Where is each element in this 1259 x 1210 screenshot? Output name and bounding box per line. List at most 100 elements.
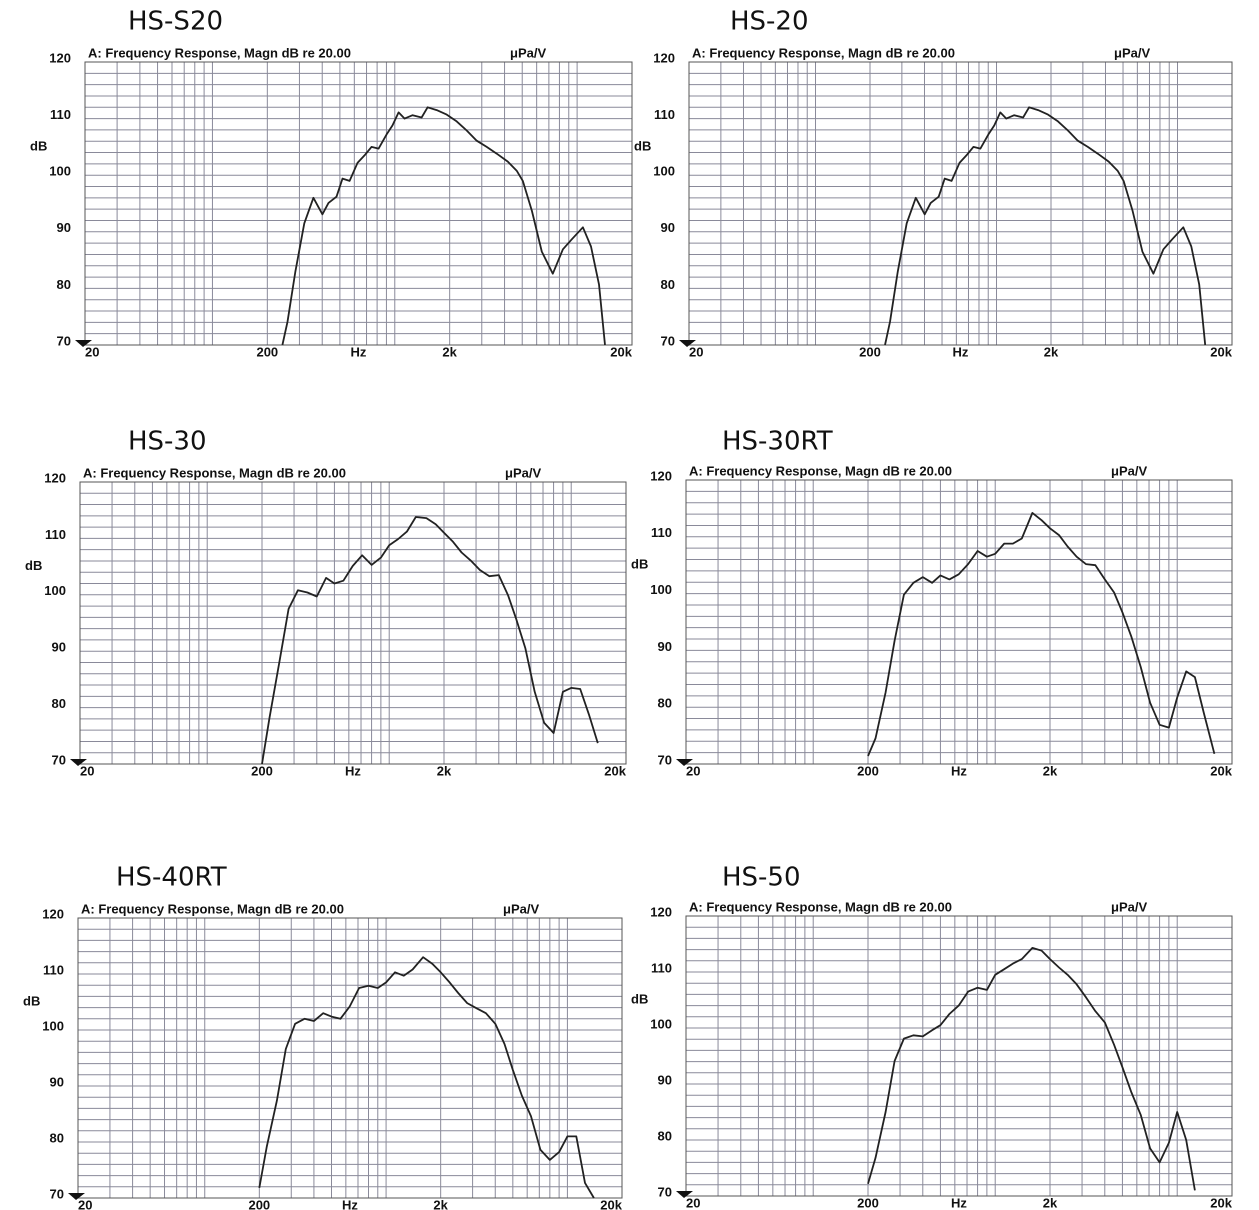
y-tick-label: 70: [658, 752, 672, 767]
y-axis-label: dB: [30, 138, 47, 153]
x-tick-label: 20k: [1210, 1195, 1232, 1210]
y-tick-label: 90: [52, 640, 66, 655]
y-tick-label: 110: [654, 107, 675, 122]
chart-title: HS-30: [128, 427, 207, 457]
y-tick-label: 100: [49, 164, 71, 179]
x-tick-label: 20: [686, 763, 700, 778]
y-tick-label: 80: [50, 1130, 64, 1145]
x-tick-label: 200: [857, 1195, 879, 1210]
x-axis-label: Hz: [951, 1195, 967, 1210]
y-tick-label: 110: [43, 962, 64, 977]
x-tick-label: 2k: [433, 1197, 448, 1210]
response-curve: [867, 512, 1216, 757]
x-tick-label: 20k: [1210, 763, 1232, 778]
y-tick-label: 70: [57, 333, 71, 348]
y-tick-label: 120: [650, 468, 672, 483]
response-curve: [867, 947, 1196, 1191]
plot-frame: [685, 915, 1233, 1197]
response-curve: [281, 106, 606, 346]
x-tick-label: 20: [85, 344, 99, 359]
unit-label: μPa/V: [510, 45, 546, 60]
y-tick-label: 120: [42, 906, 64, 921]
plot-frame: [688, 61, 1233, 346]
x-tick-label: 2k: [1043, 1195, 1058, 1210]
y-tick-label: 70: [52, 752, 66, 767]
y-tick-label: 110: [45, 527, 66, 542]
x-tick-label: 20: [78, 1197, 92, 1210]
y-tick-label: 90: [661, 220, 675, 235]
y-axis-label: dB: [631, 557, 648, 572]
y-tick-label: 70: [661, 333, 675, 348]
y-tick-label: 70: [658, 1184, 672, 1199]
axis-marker: [68, 1193, 85, 1200]
x-tick-label: 20k: [1210, 344, 1232, 359]
chart-title: HS-40RT: [116, 863, 227, 893]
response-curve: [884, 106, 1207, 346]
x-tick-label: 200: [857, 763, 879, 778]
x-tick-label: 20k: [604, 763, 626, 778]
y-tick-label: 120: [650, 904, 672, 919]
x-tick-label: 20: [686, 1195, 700, 1210]
x-tick-label: 200: [251, 763, 273, 778]
y-axis-label: dB: [23, 993, 40, 1008]
y-tick-label: 100: [44, 583, 66, 598]
y-tick-label: 80: [52, 696, 66, 711]
axis-marker: [70, 759, 87, 766]
chart-header: A: Frequency Response, Magn dB re 20.00: [83, 465, 346, 480]
y-tick-label: 90: [57, 220, 71, 235]
axis-marker: [676, 759, 693, 766]
x-tick-label: 2k: [1044, 344, 1059, 359]
x-tick-label: 20: [689, 344, 703, 359]
response-curve: [258, 956, 595, 1199]
x-tick-label: 200: [859, 344, 881, 359]
plot-frame: [84, 61, 633, 346]
x-tick-label: 2k: [1043, 763, 1058, 778]
unit-label: μPa/V: [1111, 463, 1147, 478]
chart-title: HS-20: [730, 7, 809, 37]
y-tick-label: 120: [49, 50, 71, 65]
y-tick-label: 80: [658, 696, 672, 711]
chart-title: HS-30RT: [722, 427, 833, 457]
y-tick-label: 80: [57, 277, 71, 292]
unit-label: μPa/V: [1111, 899, 1147, 914]
x-axis-label: Hz: [951, 763, 967, 778]
x-tick-label: 20k: [600, 1197, 622, 1210]
unit-label: μPa/V: [503, 901, 539, 916]
y-tick-label: 100: [650, 582, 672, 597]
y-tick-label: 100: [650, 1016, 672, 1031]
chart-header: A: Frequency Response, Magn dB re 20.00: [88, 45, 351, 60]
x-tick-label: 20: [80, 763, 94, 778]
response-curve: [261, 516, 599, 765]
unit-label: μPa/V: [505, 465, 541, 480]
y-tick-label: 90: [658, 1072, 672, 1087]
y-tick-label: 90: [50, 1074, 64, 1089]
y-tick-label: 80: [661, 277, 675, 292]
axis-marker: [75, 340, 92, 347]
x-tick-label: 200: [256, 344, 278, 359]
x-tick-label: 2k: [442, 344, 457, 359]
x-axis-label: Hz: [953, 344, 969, 359]
chart-header: A: Frequency Response, Magn dB re 20.00: [81, 901, 344, 916]
chart-title: HS-S20: [128, 7, 223, 37]
x-tick-label: 200: [248, 1197, 270, 1210]
y-tick-label: 110: [651, 525, 672, 540]
y-tick-label: 120: [44, 470, 66, 485]
axis-marker: [676, 1191, 693, 1198]
chart-header: A: Frequency Response, Magn dB re 20.00: [689, 463, 952, 478]
y-tick-label: 80: [658, 1128, 672, 1143]
axis-marker: [679, 340, 696, 347]
y-tick-label: 110: [50, 107, 71, 122]
y-axis-label: dB: [25, 558, 42, 573]
y-axis-label: dB: [631, 991, 648, 1006]
y-tick-label: 100: [42, 1018, 64, 1033]
x-axis-label: Hz: [342, 1197, 358, 1210]
plot-frame: [685, 479, 1233, 765]
x-axis-label: Hz: [345, 763, 361, 778]
unit-label: μPa/V: [1114, 45, 1150, 60]
y-tick-label: 120: [653, 50, 675, 65]
y-tick-label: 100: [653, 164, 675, 179]
chart-header: A: Frequency Response, Magn dB re 20.00: [689, 899, 952, 914]
chart-title: HS-50: [722, 863, 801, 893]
y-tick-label: 90: [658, 639, 672, 654]
